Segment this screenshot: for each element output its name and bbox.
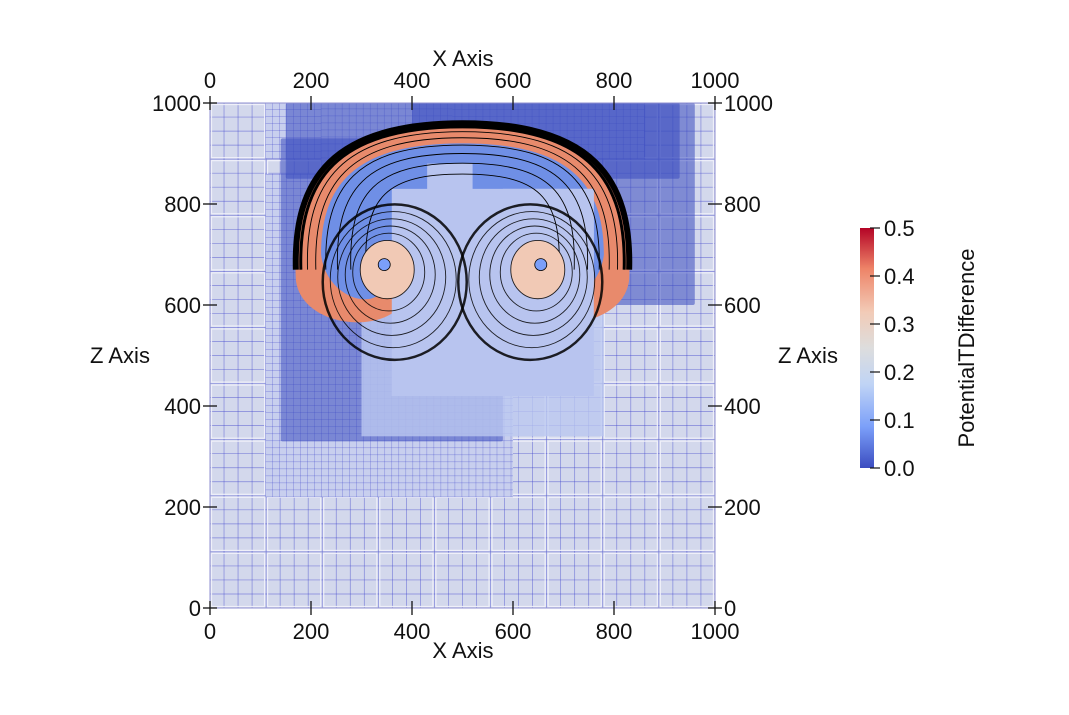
plot-frame: [209, 102, 716, 609]
contour-line: [299, 125, 626, 270]
mesh-block: [603, 552, 658, 608]
mesh-block: [491, 496, 546, 551]
mesh-block: [603, 384, 658, 439]
colorbar-tick-label: 0.4: [884, 264, 915, 289]
x-axis-title-bottom: X Axis: [432, 638, 493, 663]
curl-contour: [344, 225, 436, 324]
mesh-block: [435, 496, 490, 551]
contour-line: [315, 137, 610, 270]
contour-line: [337, 153, 588, 270]
curl-center: [534, 258, 548, 272]
mesh-block: [210, 328, 266, 383]
contour-line: [292, 120, 633, 270]
z-tick-label-right: 400: [724, 394, 761, 419]
z-axis-title-left: Z Axis: [90, 343, 150, 368]
mesh-block: [323, 496, 378, 551]
mesh-block: [659, 552, 715, 608]
mesh-block: [659, 384, 715, 439]
x-tick-label-bottom: 400: [394, 619, 431, 644]
colorbar-tick-label: 0.0: [884, 456, 915, 481]
mesh-block: [435, 552, 490, 608]
colorbar-tick-label: 0.5: [884, 216, 915, 241]
colorbar-tick-label: 0.1: [884, 408, 915, 433]
curl-contour: [329, 211, 457, 349]
z-tick-label-left: 200: [164, 495, 201, 520]
x-tick-label-bottom: 600: [495, 619, 532, 644]
mesh-block: [491, 552, 546, 608]
mesh-block: [210, 216, 266, 271]
x-tick-label-top: 600: [495, 68, 532, 93]
mesh-block: [603, 496, 658, 551]
contour-line: [350, 162, 575, 270]
plot-area: [210, 103, 715, 608]
curl-contour: [352, 232, 426, 312]
x-tick-label-bottom: 1000: [691, 619, 740, 644]
mesh-block: [323, 552, 378, 608]
x-tick-label-top: 200: [293, 68, 330, 93]
x-tick-label-top: 800: [596, 68, 633, 93]
mesh-block: [547, 440, 602, 495]
mesh-block: [547, 552, 602, 608]
x-tick-label-bottom: 0: [204, 619, 216, 644]
z-tick-label-left: 600: [164, 293, 201, 318]
curl-contour: [321, 203, 468, 362]
mesh-block: [210, 440, 266, 495]
curl-contour: [489, 225, 581, 324]
z-tick-label-left: 800: [164, 192, 201, 217]
colorbar-tick-label: 0.2: [884, 360, 915, 385]
mesh-block: [267, 552, 322, 608]
mesh-block: [210, 103, 266, 159]
z-axis-title-right: Z Axis: [778, 343, 838, 368]
thermal-bubble: [292, 120, 633, 396]
curl-contour: [478, 218, 588, 336]
mesh-block: [210, 552, 266, 608]
mesh-block: [210, 384, 266, 439]
x-tick-label-top: 0: [204, 68, 216, 93]
colorbar-tick-label: 0.3: [884, 312, 915, 337]
colorbar-bar: [860, 228, 874, 468]
z-tick-label-left: 400: [164, 394, 201, 419]
curl-center: [377, 258, 391, 272]
z-tick-label-right: 200: [724, 495, 761, 520]
x-tick-label-bottom: 800: [596, 619, 633, 644]
x-axis-title-top: X Axis: [432, 46, 493, 71]
curl-contour: [499, 232, 573, 312]
mesh-block: [210, 160, 266, 215]
x-tick-label-top: 400: [394, 68, 431, 93]
z-tick-label-right: 600: [724, 293, 761, 318]
contour-line: [325, 144, 600, 270]
z-tick-label-right: 0: [724, 596, 736, 621]
curl-contour: [457, 203, 604, 362]
z-tick-label-left: 0: [189, 596, 201, 621]
x-tick-label-bottom: 200: [293, 619, 330, 644]
mesh-block: [379, 552, 434, 608]
mesh-block: [210, 272, 266, 327]
curl-contour: [468, 211, 596, 349]
colorbar-ticks: 0.0 0.1 0.2 0.3 0.4 0.5: [870, 216, 915, 481]
mesh-block: [659, 328, 715, 383]
mesh-block: [603, 328, 658, 383]
contour-line: [307, 131, 618, 270]
z-tick-label-right: 800: [724, 192, 761, 217]
mesh-block: [659, 440, 715, 495]
mesh-block: [547, 496, 602, 551]
colorbar: 0.0 0.1 0.2 0.3 0.4 0.5 PotentialTDifference: [860, 216, 979, 481]
mesh-block: [603, 440, 658, 495]
mesh-block: [210, 496, 266, 551]
colorbar-title: PotentialTDifference: [954, 249, 979, 448]
mesh-block: [267, 496, 322, 551]
mesh-block: [379, 496, 434, 551]
z-tick-label-right: 1000: [724, 91, 773, 116]
curl-contour: [337, 218, 447, 336]
x-tick-label-top: 1000: [691, 68, 740, 93]
z-tick-label-left: 1000: [152, 91, 201, 116]
mesh-block: [659, 496, 715, 551]
